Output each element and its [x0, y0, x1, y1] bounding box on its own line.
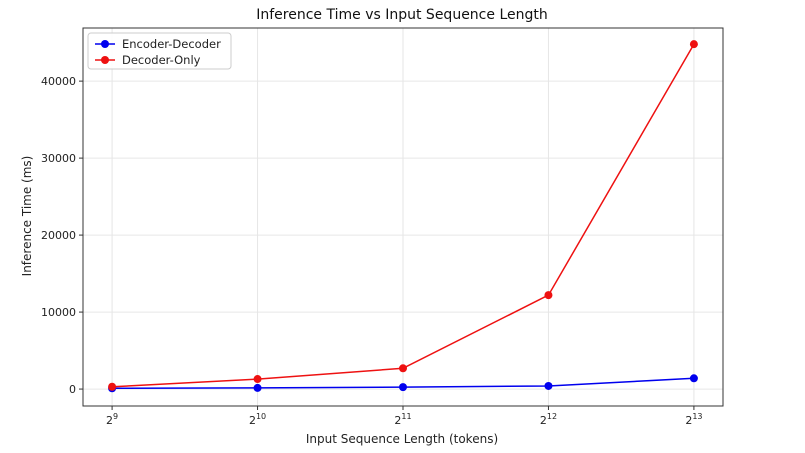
legend-box	[87, 32, 232, 70]
x-axis: 29 210 211 212 213	[106, 406, 703, 427]
x-tick-label: 212	[540, 412, 557, 427]
legend-label: Encoder-Decoder	[122, 37, 221, 51]
data-point	[253, 383, 262, 392]
data-point	[399, 364, 407, 373]
x-tick-base: 2	[394, 414, 401, 427]
series-layer	[108, 40, 698, 393]
data-point	[689, 374, 698, 383]
y-tick-label: 40000	[41, 75, 76, 88]
data-point	[689, 40, 698, 49]
x-tick-base: 2	[249, 414, 256, 427]
chart-title: Inference Time vs Input Sequence Length	[256, 7, 547, 23]
legend-marker	[101, 56, 109, 64]
y-tick-label: 0	[69, 383, 76, 396]
legend: Encoder-Decoder Decoder-Only	[87, 32, 232, 70]
x-tick-base: 2	[106, 414, 113, 427]
data-point	[253, 375, 262, 384]
y-tick-label: 10000	[41, 306, 76, 319]
x-tick-exponent: 13	[692, 412, 702, 421]
x-tick-exponent: 9	[113, 412, 118, 421]
grid	[83, 28, 723, 406]
x-tick-base: 2	[685, 414, 692, 427]
x-tick-exponent: 10	[256, 412, 266, 421]
data-point	[544, 381, 553, 390]
x-tick-label: 210	[249, 412, 266, 427]
data-point	[399, 383, 407, 392]
x-axis-label: Input Sequence Length (tokens)	[306, 432, 498, 446]
data-point	[108, 382, 117, 391]
legend-marker	[101, 40, 109, 48]
data-point	[544, 291, 553, 300]
x-tick-label: 29	[106, 412, 118, 427]
y-tick-label: 30000	[41, 152, 76, 165]
x-tick-base: 2	[540, 414, 547, 427]
legend-label: Decoder-Only	[122, 53, 201, 67]
x-tick-label: 211	[394, 412, 411, 427]
x-tick-exponent: 11	[401, 412, 411, 421]
y-tick-label: 20000	[41, 229, 76, 242]
y-axis: 0 10000 20000 30000 40000	[41, 75, 83, 396]
y-axis-label: Inference Time (ms)	[20, 156, 34, 277]
x-tick-exponent: 12	[547, 412, 557, 421]
x-tick-label: 213	[685, 412, 702, 427]
